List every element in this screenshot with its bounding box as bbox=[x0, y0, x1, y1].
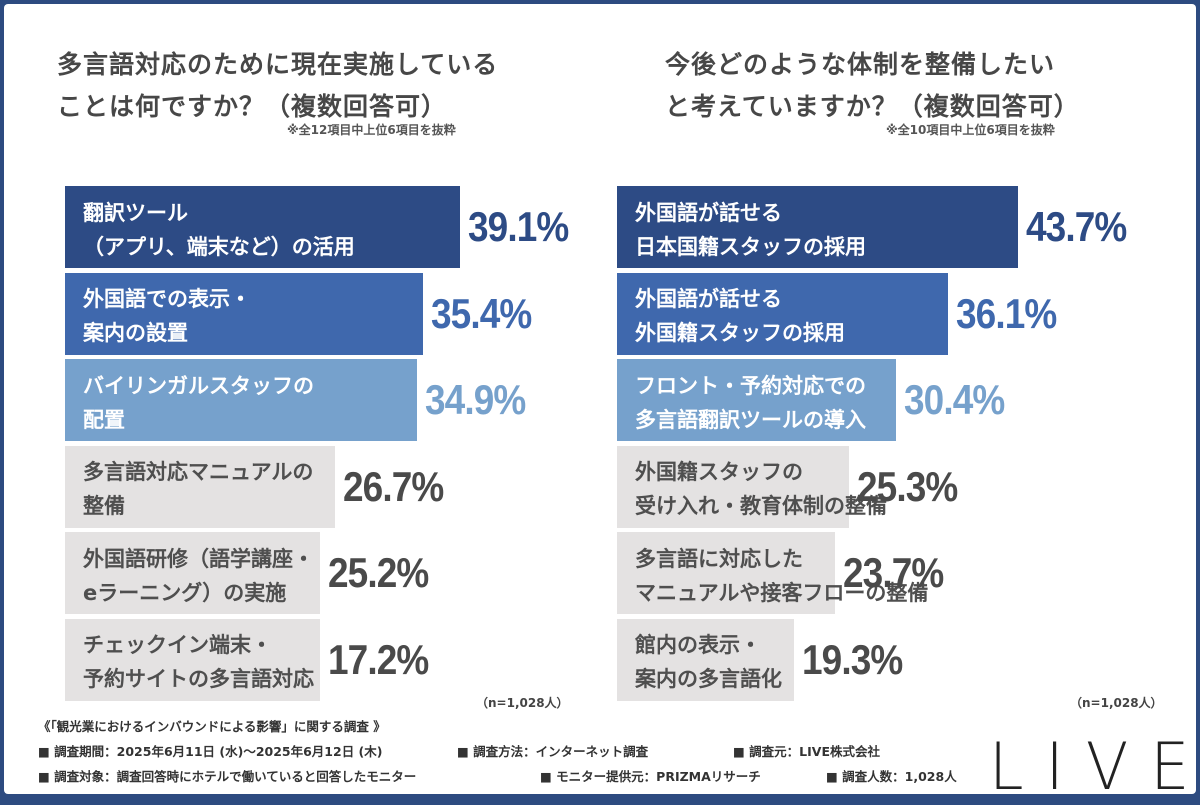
bar-row: 館内の表示・ 案内の多言語化 19.3% bbox=[617, 618, 916, 701]
bar: 外国籍スタッフの受け入れ・教育体制の整備 bbox=[617, 445, 887, 528]
bar-value-label: 36.1% bbox=[956, 289, 1057, 337]
bar-category-label: 館内の表示・ bbox=[635, 633, 761, 657]
bar-category-label: 外国籍スタッフの bbox=[635, 460, 803, 484]
left-chart-note: ※全12項目中上位6項目を抜粋 bbox=[287, 123, 456, 137]
bar-row: 外国語が話せる 日本国籍スタッフの採用 43.7% bbox=[617, 186, 1140, 268]
bar-value-label: 35.4% bbox=[430, 289, 532, 337]
bar: 多言語対応マニュアルの 整備 bbox=[65, 445, 335, 528]
bar-category-label: eラーニング）の実施 bbox=[83, 580, 287, 605]
bar-category-label: 多言語翻訳ツールの導入 bbox=[635, 407, 866, 432]
right-sample-size: （n=1,028人） bbox=[1070, 696, 1163, 710]
bar-category-label: 配置 bbox=[83, 407, 125, 432]
survey-method: ■ 調査方法：インターネット調査 bbox=[457, 744, 649, 759]
bar-value-label: 17.2% bbox=[328, 635, 429, 683]
right-chart-note: ※全10項目中上位6項目を抜粋 bbox=[886, 123, 1055, 137]
bar: 外国語が話せる日本国籍スタッフの採用 bbox=[617, 186, 1019, 268]
bar-category-label: 外国籍スタッフの採用 bbox=[635, 321, 845, 345]
bar-category-label: 翻訳ツール bbox=[83, 200, 188, 225]
survey-info-row-2: ■ 調査対象：調査回答時にホテルで働いていると回答したモニター ■ モニター提供… bbox=[38, 766, 988, 784]
bar-category-label: マニュアルや接客フローの整備 bbox=[635, 580, 929, 605]
left-sample-size: （n=1,028人） bbox=[476, 696, 569, 710]
survey-count: ■ 調査人数：1,028人 bbox=[826, 769, 957, 784]
bar-row: 多言語に対応したマニュアルや接客フローの整備 23.7% bbox=[617, 532, 957, 614]
bar-category-label: 外国語での表示・ bbox=[83, 287, 251, 311]
bar: 外国語が話せる外国籍スタッフの採用 bbox=[617, 272, 949, 355]
bar-row: バイリンガルスタッフの 配置 34.9% bbox=[65, 359, 540, 441]
left-title-line-1: 多言語対応のために現在実施している bbox=[57, 50, 499, 79]
bar-row: 翻訳ツール （アプリ、端末など）の活用 39.1% bbox=[65, 186, 582, 268]
survey-target: ■ 調査対象：調査回答時にホテルで働いていると回答したモニター bbox=[38, 769, 417, 784]
bar-row: 外国語での表示・ 案内の設置 35.4% bbox=[65, 272, 545, 355]
right-chart-title: 今後どのような体制を整備したい と考えていますか？（複数回答可） bbox=[665, 44, 1080, 128]
survey-period: ■ 調査期間：2025年6月11日 (水)～2025年6月12日 (木) bbox=[38, 744, 383, 759]
right-title-line-1: 今後どのような体制を整備したい bbox=[665, 50, 1056, 79]
left-chart-title: 多言語対応のために現在実施している ことは何ですか？（複数回答可） bbox=[57, 44, 498, 128]
bar-value-label: 39.1% bbox=[467, 203, 569, 250]
survey-source: ■ 調査元：LIVE株式会社 bbox=[733, 744, 880, 759]
bar-value-label: 26.7% bbox=[342, 462, 444, 510]
bar-category-label: 整備 bbox=[83, 494, 125, 518]
bar-category-label: 案内の設置 bbox=[83, 321, 188, 345]
bar-category-label: 受け入れ・教育体制の整備 bbox=[635, 494, 887, 518]
bar-row: 外国籍スタッフの受け入れ・教育体制の整備 25.3% bbox=[617, 445, 971, 528]
bar: 翻訳ツール （アプリ、端末など）の活用 bbox=[65, 186, 460, 268]
bar: 多言語に対応したマニュアルや接客フローの整備 bbox=[617, 532, 929, 614]
bar-value-label: 34.9% bbox=[425, 376, 526, 423]
bar-value-label: 19.3% bbox=[802, 635, 903, 683]
bar-row: フロント・予約対応での 多言語翻訳ツールの導入 30.4% bbox=[617, 359, 1018, 441]
survey-heading: 《「観光業におけるインバウンドによる影響」に関する調査 》 bbox=[38, 719, 386, 734]
survey-provider: ■ モニター提供元：PRIZMAリサーチ bbox=[540, 769, 761, 784]
bar-value-label: 30.4% bbox=[904, 376, 1005, 423]
bar-category-label: チェックイン端末・ bbox=[83, 633, 272, 657]
bar: バイリンガルスタッフの 配置 bbox=[65, 359, 418, 441]
bar-category-label: フロント・予約対応での bbox=[635, 373, 866, 398]
bar-category-label: 案内の多言語化 bbox=[635, 667, 782, 691]
bar-category-label: 多言語に対応した bbox=[635, 546, 803, 571]
survey-info-row-1: ■ 調査期間：2025年6月11日 (水)～2025年6月12日 (木) ■ 調… bbox=[38, 741, 938, 759]
bar-value-label: 23.7% bbox=[842, 549, 944, 596]
bar: 外国語研修（語学講座・ eラーニング）の実施 bbox=[65, 532, 320, 614]
right-title-line-2: と考えていますか？（複数回答可） bbox=[665, 92, 1080, 121]
bar-category-label: 日本国籍スタッフの採用 bbox=[635, 234, 866, 259]
bar-category-label: 多言語対応マニュアルの bbox=[83, 460, 314, 484]
bar-category-label: （アプリ、端末など）の活用 bbox=[83, 234, 355, 259]
bar: チェックイン端末・予約サイトの多言語対応 bbox=[65, 618, 320, 701]
bar-category-label: バイリンガルスタッフの bbox=[83, 373, 314, 398]
bar-value-label: 43.7% bbox=[1026, 203, 1127, 250]
bar-row: 外国語が話せる 外国籍スタッフの採用 36.1% bbox=[617, 272, 1070, 355]
left-title-line-2: ことは何ですか？（複数回答可） bbox=[57, 92, 448, 121]
bar-row: チェックイン端末・ 予約サイトの多言語対応 17.2% bbox=[65, 618, 442, 701]
bar-row: 外国語研修（語学講座・ eラーニング）の実施 25.2% bbox=[65, 532, 442, 614]
bar: 館内の表示・ 案内の多言語化 bbox=[617, 618, 795, 701]
bar-category-label: 外国語が話せる bbox=[635, 287, 782, 311]
bar-category-label: 外国語が話せる bbox=[635, 200, 782, 225]
bar-value-label: 25.3% bbox=[857, 462, 958, 510]
bar-row: 多言語対応マニュアルの 整備 26.7% bbox=[65, 445, 457, 528]
bar-value-label: 25.2% bbox=[328, 549, 429, 596]
bar-category-label: 予約サイトの多言語対応 bbox=[83, 667, 314, 691]
live-logo: LIVE bbox=[989, 728, 1200, 805]
bar-category-label: 外国語研修（語学講座・ bbox=[83, 546, 314, 571]
infographic-frame: 多言語対応のために現在実施している ことは何ですか？（複数回答可） ※全12項目… bbox=[4, 4, 1196, 805]
bar: フロント・予約対応での 多言語翻訳ツールの導入 bbox=[617, 359, 897, 441]
bar: 外国語での表示・ 案内の設置 bbox=[65, 272, 423, 355]
